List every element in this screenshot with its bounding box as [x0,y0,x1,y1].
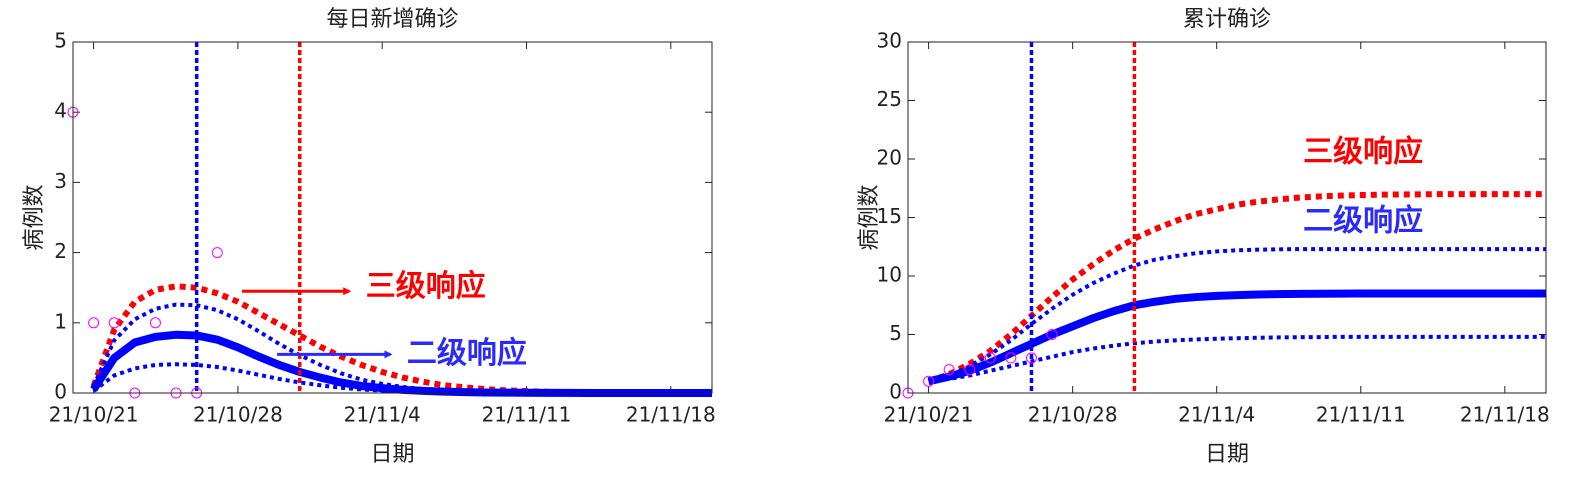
y-tick-label: 0 [54,380,67,404]
y-axis-label: 病例数 [857,184,882,250]
x-tick-label: 21/11/11 [1316,403,1406,427]
chart-title: 累计确诊 [1183,7,1271,32]
x-axis-label: 日期 [370,442,414,467]
data-point [923,375,935,387]
y-axis-label: 病例数 [22,184,47,250]
plot-area [908,42,1546,393]
y-tick-label: 0 [889,380,902,404]
x-tick-label: 21/11/11 [482,403,572,427]
series-line [927,289,1546,386]
data-point [88,317,100,329]
x-tick-label: 21/10/28 [193,403,283,427]
data-point [984,352,996,364]
chart-title: 每日新增确诊 [326,7,458,32]
series-line [90,283,712,396]
x-tick-label: 21/11/18 [1460,403,1550,427]
y-tick-label: 4 [54,99,67,123]
y-tick-label: 5 [889,321,902,345]
annotation: 三级响应 [366,269,486,304]
y-tick-label: 25 [877,87,902,111]
series-line [928,247,1546,384]
y-tick-label: 30 [877,29,902,53]
y-tick-label: 3 [54,169,67,193]
data-point [943,364,955,376]
y-tick-label: 1 [54,309,67,333]
x-tick-label: 21/11/18 [626,403,716,427]
series-line [928,334,1546,384]
annotation: 二级响应 [407,336,527,371]
y-tick-label: 10 [877,263,902,287]
plot-area [73,42,712,393]
x-tick-label: 21/11/4 [344,403,421,427]
y-tick-label: 5 [54,29,67,53]
subplot: 0 1 2 3 4 5 21/10/21 21/10/28 21/11/4 21/11/11 21/… [22,7,716,467]
data-point [108,317,120,329]
x-axis-label: 日期 [1205,442,1249,467]
data-point [1025,352,1037,364]
data-point [1005,352,1017,364]
x-tick-label: 21/11/4 [1178,403,1255,427]
data-point [964,364,976,376]
x-tick-label: 21/10/21 [49,403,139,427]
annotation: 三级响应 [1303,135,1423,170]
axes-box [72,41,713,394]
subplot: 0 5 10 15 20 25 30 21/10/21 21/10/28 21/11/4 21/11… [857,7,1550,467]
data-point [211,247,223,259]
y-tick-label: 2 [54,239,67,263]
y-tick-label: 20 [877,146,902,170]
data-point [149,317,161,329]
axes-box [907,41,1547,394]
lines [927,42,1546,393]
data-point [1046,329,1058,340]
x-tick-label: 21/10/28 [1028,403,1118,427]
annotation: 二级响应 [1303,204,1423,239]
x-tick-label: 21/10/21 [884,403,974,427]
y-tick-label: 15 [877,204,902,228]
